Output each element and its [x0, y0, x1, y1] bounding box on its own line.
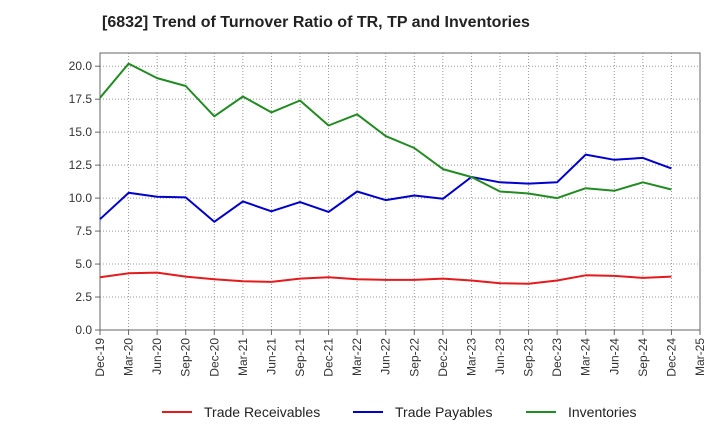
- y-tick-label: 0.0: [75, 323, 92, 337]
- x-tick-label: Dec-19: [93, 338, 107, 377]
- y-tick-label: 12.5: [69, 158, 93, 172]
- y-tick-label: 7.5: [75, 224, 92, 238]
- legend-item-trade-payables: Trade Payables: [353, 404, 493, 420]
- x-tick-label: Mar-21: [236, 338, 250, 376]
- x-tick-label: Dec-20: [207, 338, 221, 377]
- series-line-inventories: [99, 62, 672, 200]
- legend-swatch-trade-receivables: [162, 411, 192, 413]
- x-tick-label: Dec-22: [436, 338, 450, 377]
- y-tick-label: 5.0: [75, 257, 92, 271]
- plot-frame: [99, 52, 701, 331]
- x-tick-label: Sep-21: [293, 338, 307, 377]
- x-tick-label: Jun-20: [150, 338, 164, 375]
- grid: [100, 53, 700, 330]
- x-tick-label: Dec-23: [550, 338, 564, 377]
- x-tick-label: Jun-22: [379, 338, 393, 375]
- y-tick-label: 20.0: [69, 59, 93, 73]
- y-tick-label: 10.0: [69, 191, 93, 205]
- legend-label-trade-receivables: Trade Receivables: [204, 404, 321, 420]
- legend-item-inventories: Inventories: [526, 404, 636, 420]
- x-tick-label: Dec-21: [322, 338, 336, 377]
- series-line-trade-receivables: [99, 271, 672, 285]
- x-tick-label: Sep-20: [179, 338, 193, 377]
- x-tick-label: Mar-25: [693, 338, 707, 376]
- y-tick-label: 17.5: [69, 92, 93, 106]
- y-tick-label: 2.5: [75, 290, 92, 304]
- x-tick-label: Dec-24: [664, 338, 678, 377]
- x-tick-label: Jun-21: [264, 338, 278, 375]
- legend: Trade Receivables Trade Payables Invento…: [0, 404, 720, 426]
- legend-swatch-inventories: [526, 411, 556, 413]
- legend-label-inventories: Inventories: [568, 404, 637, 420]
- x-tick-label: Mar-20: [122, 338, 136, 376]
- x-tick-label: Jun-23: [493, 338, 507, 375]
- x-tick-label: Mar-24: [579, 338, 593, 376]
- x-tick-label: Mar-22: [350, 338, 364, 376]
- x-tick-label: Mar-23: [464, 338, 478, 376]
- chart-title: [6832] Trend of Turnover Ratio of TR, TP…: [102, 14, 530, 31]
- axes: 0.0 2.5 5.0 7.5 10.0 12.5 15.0 17.5 20.0 Dec-19 Ma…: [69, 52, 707, 377]
- legend-swatch-trade-payables: [353, 411, 383, 413]
- x-tick-label: Sep-24: [636, 338, 650, 377]
- legend-label-trade-payables: Trade Payables: [395, 404, 493, 420]
- x-tick-label: Sep-22: [407, 338, 421, 377]
- x-tick-label: Sep-23: [522, 338, 536, 377]
- x-tick-label: Jun-24: [607, 338, 621, 375]
- series-line-trade-payables: [99, 153, 672, 223]
- legend-item-trade-receivables: Trade Receivables: [162, 404, 320, 420]
- series-lines: [99, 62, 672, 285]
- y-tick-label: 15.0: [69, 125, 93, 139]
